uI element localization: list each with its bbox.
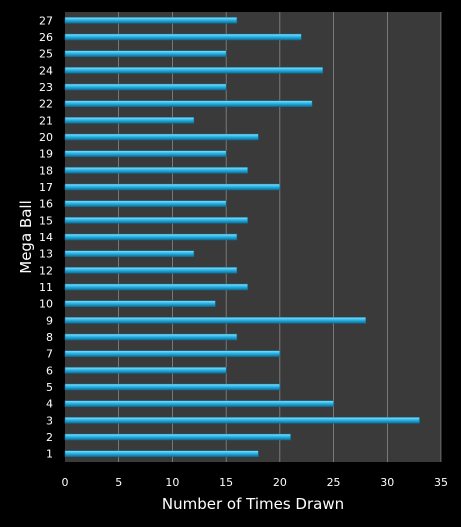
bar (64, 83, 227, 91)
y-tick-label: 2 (46, 431, 53, 444)
bar (64, 17, 238, 24)
x-tick-labels: 0 5 10 15 20 25 30 35 (62, 476, 449, 489)
y-tick-label: 21 (39, 114, 53, 127)
bar (64, 67, 324, 74)
y-tick-label: 25 (39, 48, 53, 61)
bar (64, 250, 195, 257)
bar (64, 183, 281, 191)
y-tick-label: 13 (39, 248, 53, 261)
x-tick-label: 35 (434, 476, 448, 489)
bar (64, 50, 227, 57)
bar (64, 300, 216, 307)
x-axis-title: Number of Times Drawn (162, 495, 344, 513)
x-tick-label: 15 (219, 476, 233, 489)
bar (64, 100, 313, 107)
y-tick-labels: 1234567891011121314151617181920212223242… (39, 14, 53, 460)
bars (64, 17, 420, 457)
y-tick-label: 20 (39, 131, 53, 144)
y-tick-label: 23 (39, 81, 53, 94)
bar (64, 167, 248, 174)
y-axis-title: Mega Ball (17, 200, 35, 273)
bar (64, 333, 238, 341)
y-tick-label: 24 (39, 64, 53, 77)
y-tick-label: 27 (39, 14, 53, 27)
bar (64, 350, 281, 357)
bar (64, 367, 227, 374)
y-tick-label: 16 (39, 198, 53, 211)
y-tick-label: 11 (39, 281, 53, 294)
y-tick-label: 26 (39, 31, 53, 44)
y-tick-label: 8 (46, 331, 53, 344)
y-tick-label: 10 (39, 298, 53, 311)
bar (64, 133, 259, 141)
bar (64, 150, 227, 157)
y-tick-label: 14 (39, 231, 53, 244)
y-tick-label: 19 (39, 148, 53, 161)
y-tick-label: 12 (39, 264, 53, 277)
y-tick-label: 18 (39, 164, 53, 177)
y-tick-label: 6 (46, 364, 53, 377)
bar (64, 400, 334, 407)
y-tick-label: 17 (39, 181, 53, 194)
bar (64, 450, 259, 457)
x-tick-label: 0 (62, 476, 69, 489)
x-tick-label: 10 (165, 476, 179, 489)
bar (64, 267, 238, 274)
bar (64, 317, 367, 324)
y-tick-label: 4 (46, 398, 53, 411)
y-tick-label: 9 (46, 314, 53, 327)
y-tick-label: 7 (46, 348, 53, 361)
y-tick-label: 5 (46, 381, 53, 394)
y-tick-label: 15 (39, 214, 53, 227)
bar (64, 283, 248, 291)
x-tick-label: 5 (115, 476, 122, 489)
bar (64, 117, 195, 124)
y-tick-label: 1 (46, 448, 53, 461)
x-tick-label: 20 (273, 476, 287, 489)
x-tick-label: 30 (380, 476, 394, 489)
bar (64, 433, 291, 441)
bar (64, 200, 227, 207)
bar (64, 233, 238, 241)
bar (64, 417, 420, 424)
bar (64, 33, 302, 41)
y-tick-label: 22 (39, 98, 53, 111)
y-tick-label: 3 (46, 414, 53, 427)
bar (64, 383, 281, 391)
x-tick-label: 25 (327, 476, 341, 489)
bar (64, 217, 248, 224)
